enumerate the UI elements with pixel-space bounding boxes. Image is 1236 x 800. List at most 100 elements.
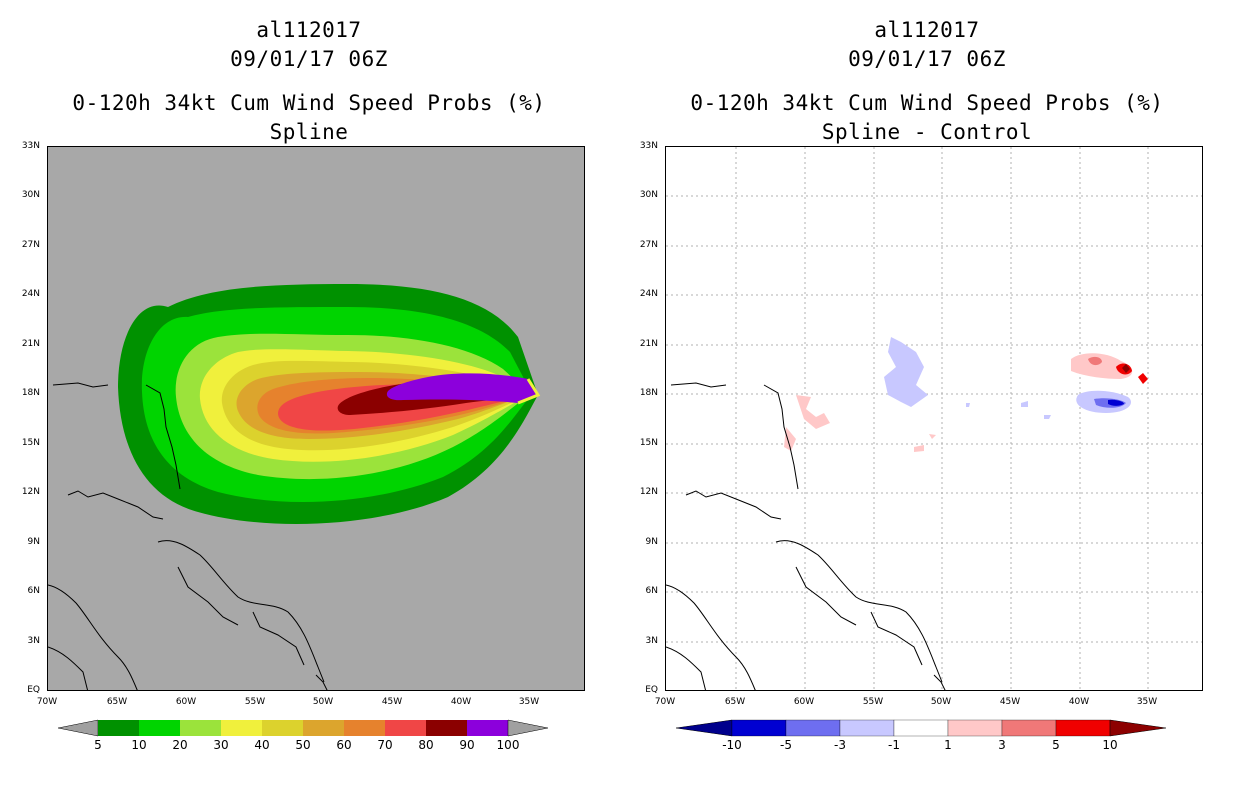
difference-contours — [784, 337, 1148, 452]
colorbar-label: 10 — [131, 738, 147, 752]
colorbar-label: 5 — [1052, 738, 1060, 752]
contour-positive-1 — [1071, 353, 1133, 379]
colorbar-label: -10 — [722, 738, 742, 752]
left-panel: al112017 09/01/17 06Z 0-120h 34kt Cum Wi… — [21, 18, 585, 752]
method-title: Spline — [269, 120, 349, 144]
lat-label: 18N — [639, 388, 658, 398]
lat-label: 12N — [639, 487, 658, 497]
lon-label: 50W — [312, 697, 334, 707]
colorbar-probability — [58, 719, 549, 737]
contour-90 — [386, 373, 538, 403]
colorbar-label: 60 — [336, 738, 352, 752]
product-title: 0-120h 34kt Cum Wind Speed Probs (%) — [690, 91, 1164, 115]
contour-100-edge — [517, 378, 541, 405]
lat-label: 6N — [645, 586, 658, 596]
colorbar-label: 100 — [496, 738, 520, 752]
colorbar-swatch — [303, 720, 344, 736]
contour-positive-3 — [1088, 356, 1102, 366]
colorbar-label: 5 — [94, 738, 102, 752]
lat-label: 24N — [21, 289, 40, 299]
lon-label: 55W — [862, 697, 884, 707]
colorbar-arrow-low — [58, 719, 99, 737]
colorbar-arrow-high — [1109, 719, 1167, 737]
lon-label: 65W — [106, 697, 128, 707]
contour-positive-1 — [784, 427, 796, 451]
date-title: 09/01/17 06Z — [848, 47, 1006, 71]
colorbar-swatch — [785, 719, 841, 737]
lat-label: 9N — [645, 537, 658, 547]
storm-id-title: al112017 — [874, 18, 980, 42]
colorbar-label: -3 — [834, 738, 846, 752]
colorbar-swatch — [262, 720, 303, 736]
colorbar-label: -1 — [888, 738, 900, 752]
colorbar-swatch — [947, 719, 1003, 737]
colorbar-label: 3 — [998, 738, 1006, 752]
lat-label: 24N — [639, 289, 658, 299]
colorbar-swatch — [839, 719, 895, 737]
colorbar-label: 50 — [295, 738, 311, 752]
colorbar-label: 70 — [377, 738, 393, 752]
colorbar-label: 10 — [1102, 738, 1118, 752]
colorbar-swatch — [221, 720, 262, 736]
lon-label: 65W — [724, 697, 746, 707]
colorbar-label: -5 — [780, 738, 792, 752]
coastline-overlay — [666, 382, 946, 690]
lat-label: 30N — [639, 190, 658, 200]
contour-negative-3 — [1044, 415, 1051, 419]
colorbar-difference — [676, 719, 1167, 737]
contour-positive-1 — [914, 445, 924, 452]
contour-positive-10 — [1122, 364, 1130, 373]
lon-label: 45W — [999, 697, 1021, 707]
colorbar-swatch — [180, 720, 221, 736]
contour-positive-1 — [796, 395, 830, 429]
lat-label: 33N — [639, 141, 658, 151]
lat-label: 33N — [21, 141, 40, 151]
colorbar-swatch — [467, 720, 508, 736]
contour-negative-3 — [884, 337, 928, 407]
lon-label: 40W — [450, 697, 472, 707]
lat-label: EQ — [27, 685, 40, 695]
colorbar-label: 30 — [213, 738, 229, 752]
lon-label: 60W — [793, 697, 815, 707]
lon-label: 45W — [381, 697, 403, 707]
lat-label: 21N — [639, 339, 658, 349]
lat-label: 12N — [21, 487, 40, 497]
colorbar-swatch — [98, 720, 139, 736]
lat-label: 27N — [639, 240, 658, 250]
lat-label: 30N — [21, 190, 40, 200]
colorbar-label: 1 — [944, 738, 952, 752]
lon-label: 35W — [518, 697, 540, 707]
storm-id-title: al112017 — [256, 18, 362, 42]
colorbar-swatch — [1055, 719, 1111, 737]
colorbar-label: 90 — [459, 738, 475, 752]
colorbar-arrow-low — [676, 719, 733, 737]
method-title: Spline - Control — [821, 120, 1033, 144]
lon-label: 40W — [1068, 697, 1090, 707]
product-title: 0-120h 34kt Cum Wind Speed Probs (%) — [72, 91, 546, 115]
colorbar-swatch — [731, 719, 787, 737]
colorbar-swatch — [1001, 719, 1057, 737]
lat-label: 6N — [27, 586, 40, 596]
colorbar-swatch — [139, 720, 180, 736]
lat-label: 21N — [21, 339, 40, 349]
lat-label: 15N — [21, 438, 40, 448]
lon-label: 35W — [1136, 697, 1158, 707]
lon-label: 50W — [930, 697, 952, 707]
lat-label: 3N — [27, 636, 40, 646]
lat-label: 18N — [21, 388, 40, 398]
probability-map — [47, 146, 585, 691]
difference-map — [665, 146, 1203, 691]
contour-positive-1 — [929, 434, 936, 439]
lat-label: 27N — [21, 240, 40, 250]
colorbar-swatch — [385, 720, 426, 736]
colorbar-label: 20 — [172, 738, 188, 752]
colorbar-swatch — [893, 719, 949, 737]
lat-label: 3N — [645, 636, 658, 646]
colorbar-label: 80 — [418, 738, 434, 752]
contour-positive-10 — [1138, 373, 1148, 384]
lon-label: 70W — [36, 697, 58, 707]
right-panel: al112017 09/01/17 06Z 0-120h 34kt Cum Wi… — [618, 0, 1236, 800]
coastline-overlay — [48, 382, 328, 690]
lat-label: 9N — [27, 537, 40, 547]
colorbar-arrow-high — [507, 719, 549, 737]
